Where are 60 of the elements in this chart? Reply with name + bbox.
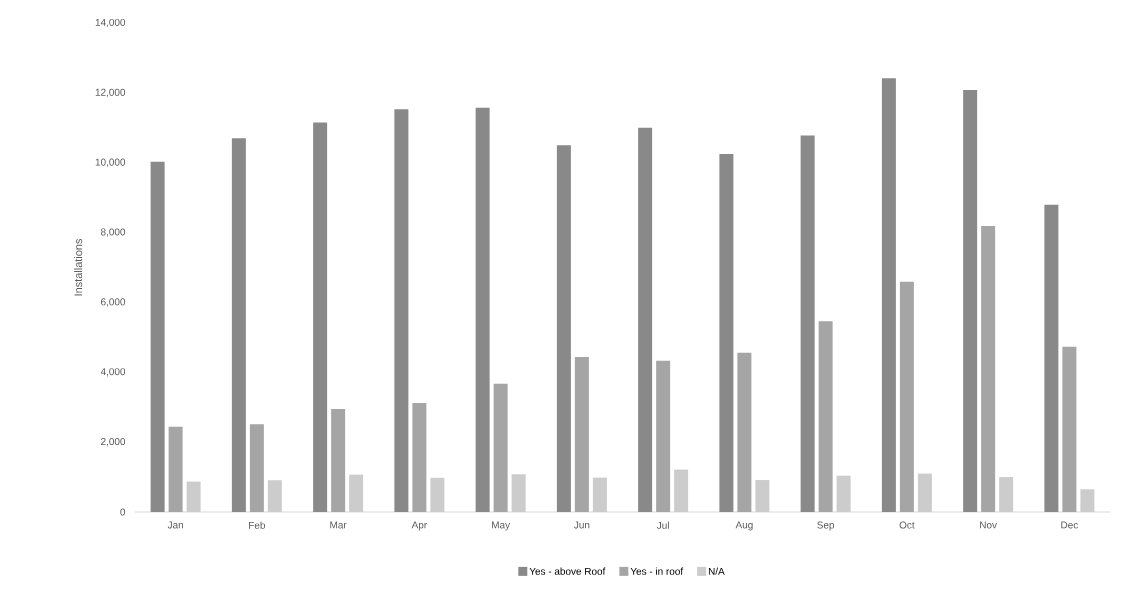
bar bbox=[1080, 489, 1095, 512]
bar bbox=[186, 481, 201, 512]
bar bbox=[737, 352, 752, 512]
bar bbox=[981, 225, 996, 512]
x-tick-label: Jun bbox=[574, 521, 590, 529]
y-tick-label: 10,000 bbox=[95, 158, 126, 167]
legend-label: Yes - in roof bbox=[630, 567, 684, 575]
bar bbox=[249, 424, 264, 512]
y-tick-label: 6,000 bbox=[101, 298, 126, 307]
x-tick-label: Jul bbox=[656, 521, 669, 529]
bar bbox=[999, 477, 1014, 512]
bar bbox=[150, 161, 165, 512]
x-tick-label: Apr bbox=[411, 521, 427, 531]
bar bbox=[963, 90, 978, 512]
bar bbox=[556, 145, 571, 512]
y-tick-label: 0 bbox=[120, 508, 126, 516]
y-tick-label: 14,000 bbox=[95, 18, 126, 28]
bar bbox=[511, 474, 526, 512]
bar bbox=[899, 281, 914, 512]
x-tick-label: May bbox=[492, 521, 511, 531]
bar bbox=[430, 477, 445, 512]
bar bbox=[881, 78, 896, 512]
bar bbox=[394, 109, 409, 512]
x-tick-label: Jan bbox=[167, 521, 184, 529]
x-tick-label: Dec bbox=[1061, 521, 1078, 529]
bar bbox=[493, 383, 508, 512]
x-tick-label: Sep bbox=[817, 521, 835, 531]
bar bbox=[836, 475, 851, 512]
bar bbox=[1062, 346, 1077, 512]
y-tick-label: 12,000 bbox=[95, 88, 126, 97]
bar bbox=[800, 135, 815, 512]
legend-label: Yes - above Roof bbox=[529, 567, 606, 575]
bar bbox=[656, 360, 671, 512]
bar bbox=[331, 408, 346, 512]
y-tick-label: 8,000 bbox=[100, 228, 126, 237]
bar bbox=[412, 403, 427, 512]
bar bbox=[818, 321, 833, 512]
bar bbox=[475, 107, 490, 512]
bar bbox=[168, 426, 183, 512]
x-tick-label: Aug bbox=[735, 521, 753, 531]
bar bbox=[313, 122, 328, 512]
bar bbox=[674, 469, 689, 512]
bar bbox=[755, 480, 770, 512]
x-tick-label: Nov bbox=[980, 521, 997, 529]
bar bbox=[349, 474, 364, 512]
bar bbox=[917, 473, 932, 512]
y-tick-label: 4,000 bbox=[100, 368, 126, 377]
y-tick-label: 2,000 bbox=[101, 438, 126, 447]
bar bbox=[267, 480, 282, 512]
bar bbox=[1044, 204, 1059, 512]
bar bbox=[574, 356, 589, 512]
y-axis-title: Installations bbox=[74, 238, 83, 296]
bar bbox=[231, 138, 246, 512]
bar bbox=[719, 153, 734, 512]
x-tick-label: Feb bbox=[249, 521, 266, 529]
legend-label: N/A bbox=[708, 567, 725, 575]
x-tick-label: Mar bbox=[330, 521, 347, 529]
bar bbox=[638, 127, 653, 512]
bar bbox=[592, 477, 607, 512]
x-tick-label: Oct bbox=[899, 521, 915, 529]
